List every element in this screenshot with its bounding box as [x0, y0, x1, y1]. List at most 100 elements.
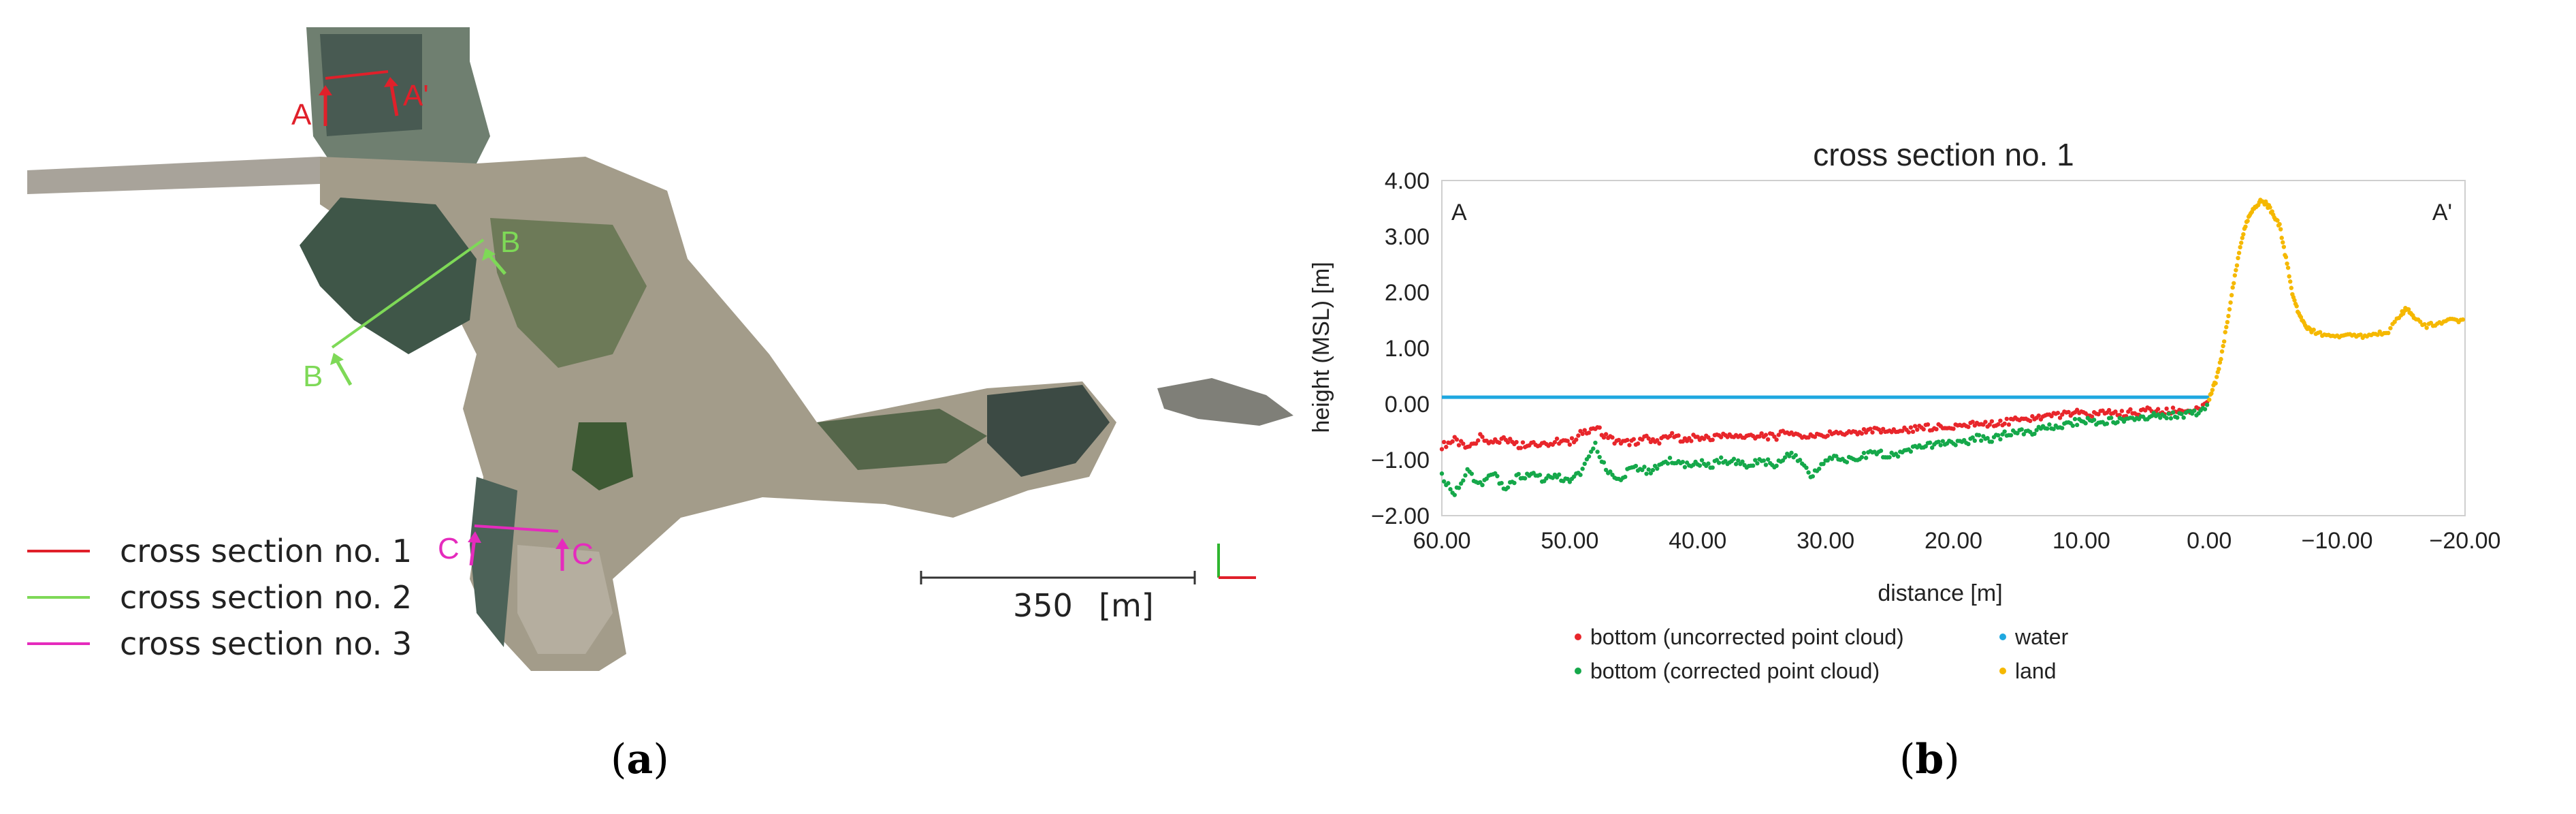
data-point — [2285, 261, 2289, 266]
data-point — [1552, 439, 1558, 445]
data-point — [2057, 416, 2063, 420]
data-point — [1495, 473, 1500, 479]
data-point — [1550, 475, 1556, 480]
panel-caption-b: (b) — [1899, 736, 1960, 783]
data-point — [1601, 435, 1607, 440]
data-point — [1439, 447, 1445, 452]
marker-label-b-end: B — [500, 225, 520, 259]
data-point — [2158, 416, 2163, 420]
data-point — [1452, 492, 1457, 497]
data-point — [2460, 317, 2466, 322]
data-point — [2074, 407, 2080, 412]
data-point — [1473, 441, 1479, 446]
data-point — [1776, 433, 1781, 437]
data-point — [1631, 437, 1637, 441]
data-point — [2179, 411, 2184, 416]
data-point — [1557, 472, 1562, 477]
data-point — [2074, 422, 2080, 428]
data-point — [1648, 471, 1654, 475]
data-point — [1765, 437, 1771, 442]
legend-label-land: land — [2015, 659, 2057, 683]
data-point — [1718, 435, 1724, 439]
data-point — [1597, 454, 1602, 460]
data-point — [2221, 339, 2227, 344]
data-point — [1448, 487, 1453, 492]
data-point — [1646, 436, 1651, 441]
x-tick-label: 60.00 — [1413, 528, 1470, 554]
data-point — [2424, 326, 2429, 330]
x-tick-label: −20.00 — [2430, 528, 2501, 554]
data-point — [1774, 437, 1779, 442]
data-point — [1441, 479, 1447, 484]
cross-section-2-line — [330, 238, 506, 386]
scale-bar — [920, 571, 1196, 584]
data-point — [1689, 439, 1694, 443]
data-point — [2232, 273, 2238, 278]
data-point — [1887, 455, 1892, 460]
data-point — [1716, 460, 1722, 465]
data-point — [1616, 437, 1622, 443]
data-point — [2281, 245, 2287, 249]
y-axis-ticks: 4.00 3.00 2.00 1.00 0.00 −1.00 −2.00 — [1371, 168, 1430, 529]
data-point — [2292, 298, 2297, 302]
cross-section-1-line — [319, 70, 399, 126]
data-point — [1441, 439, 1447, 445]
data-point — [2036, 413, 2041, 418]
data-point — [1938, 443, 1943, 448]
data-point — [1979, 438, 1984, 443]
data-point — [2358, 332, 2363, 337]
data-point — [2226, 313, 2231, 319]
data-point — [2230, 285, 2235, 290]
orthophoto-map: A A' B B C C — [27, 27, 1293, 671]
data-point — [1878, 430, 1884, 435]
data-point — [2128, 407, 2133, 412]
data-point — [1576, 433, 1581, 438]
data-point — [1516, 471, 1521, 477]
series-1-points — [1439, 403, 2210, 497]
island-landmass — [27, 27, 1293, 671]
data-point — [2019, 427, 2024, 432]
data-point — [1810, 474, 1816, 479]
data-point — [1669, 431, 1675, 436]
marker-label-c-start: C — [438, 532, 460, 565]
legend-label-water: water — [2014, 625, 2069, 649]
data-point — [2202, 407, 2208, 411]
data-point — [1908, 449, 1914, 454]
data-point — [1574, 437, 1579, 442]
data-point — [2181, 415, 2186, 420]
x-tick-label: 10.00 — [2052, 528, 2110, 554]
marker-label-c-end: C — [572, 537, 594, 571]
data-point — [1608, 469, 1613, 474]
data-point — [1821, 461, 1826, 467]
data-point — [1497, 440, 1502, 445]
data-point — [1565, 439, 1570, 443]
data-point — [2239, 240, 2244, 245]
data-point — [1844, 460, 1850, 465]
data-point — [2236, 255, 2240, 261]
data-point — [1603, 467, 1609, 473]
data-point — [2406, 307, 2411, 312]
data-point — [1789, 450, 1794, 455]
data-point — [1484, 476, 1489, 481]
data-point — [1627, 443, 1632, 448]
data-point — [2240, 236, 2244, 240]
data-point — [1761, 458, 1767, 463]
data-point — [2227, 307, 2232, 312]
data-point — [2388, 326, 2393, 330]
data-point — [1755, 461, 1760, 466]
x-axis-label: distance [m] — [1878, 580, 2002, 606]
y-tick-label: −2.00 — [1371, 503, 1430, 529]
data-point — [2392, 319, 2397, 324]
y-tick-label: 0.00 — [1385, 392, 1430, 418]
x-axis-ticks: 60.00 50.00 40.00 30.00 20.00 10.00 0.00 −10.00… — [1413, 528, 2500, 554]
data-point — [1936, 439, 1941, 444]
data-point — [1644, 471, 1649, 476]
data-point — [1718, 455, 1724, 460]
data-point — [1989, 419, 1995, 424]
data-point — [2228, 300, 2233, 305]
data-point — [1569, 436, 1575, 441]
scale-value: 350 — [1013, 587, 1073, 624]
x-tick-label: 0.00 — [2187, 528, 2232, 554]
data-point — [1597, 425, 1602, 430]
data-point — [2236, 251, 2242, 255]
